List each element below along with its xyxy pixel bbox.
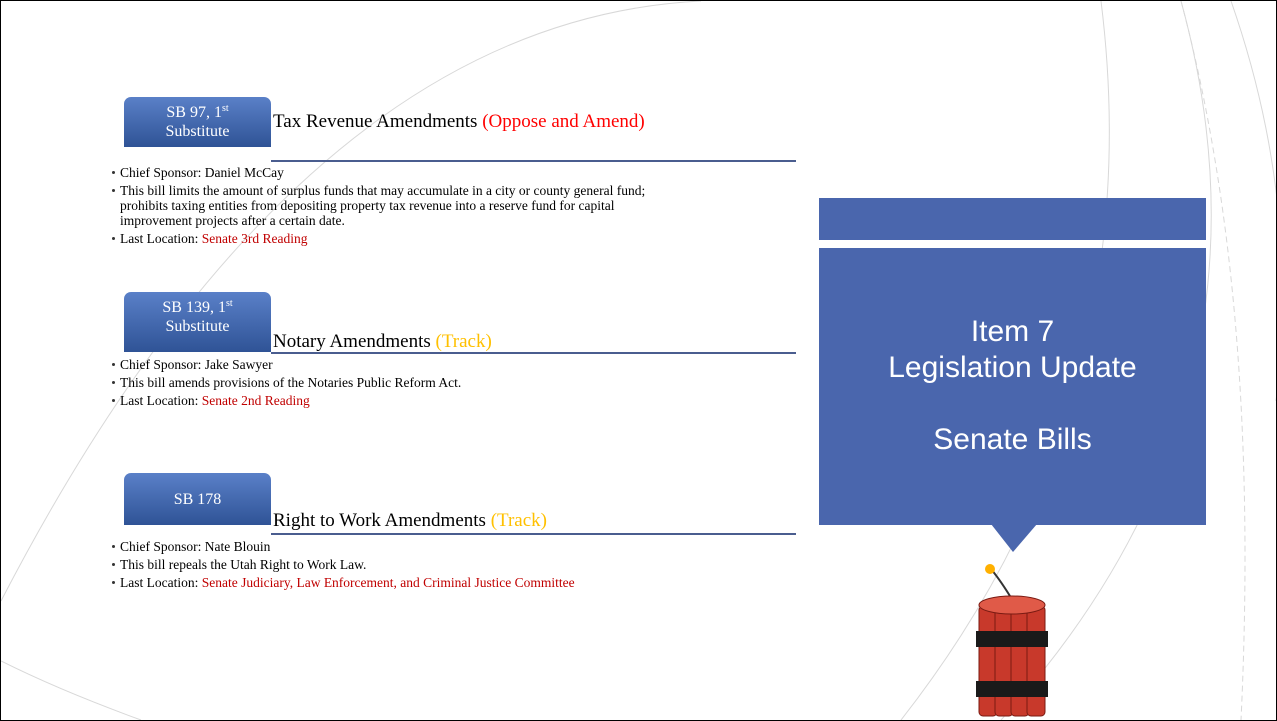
callout-box: Item 7 Legislation Update Senate Bills xyxy=(819,248,1206,525)
location-label: Last Location: xyxy=(120,575,199,590)
location: Senate 3rd Reading xyxy=(201,231,308,246)
title-rule xyxy=(271,533,796,535)
callout-line: Senate Bills xyxy=(933,423,1092,456)
bill-title: Notary Amendments (Track) xyxy=(273,331,773,352)
title-rule xyxy=(271,160,796,162)
sponsor: Jake Sawyer xyxy=(204,357,273,372)
location: Senate Judiciary, Law Enforcement, and C… xyxy=(201,575,575,590)
location-label: Last Location: xyxy=(120,231,199,246)
tab-line2: Substitute xyxy=(165,123,230,140)
location-item: Last Location: Senate Judiciary, Law Enf… xyxy=(112,575,792,590)
description-item: This bill limits the amount of surplus f… xyxy=(112,183,792,228)
callout-pointer xyxy=(991,524,1037,552)
bill-details: Chief Sponsor: Nate Blouin This bill repe… xyxy=(112,539,792,593)
bill-title: Right to Work Amendments (Track) xyxy=(273,510,773,531)
dynamite-icon xyxy=(976,564,1048,717)
sponsor-label: Chief Sponsor: xyxy=(120,357,202,372)
tab-number: SB 97, 1 xyxy=(166,104,222,121)
description: This bill amends provisions of the Notar… xyxy=(120,375,462,390)
callout-line: Item 7 xyxy=(970,315,1055,348)
location-label: Last Location: xyxy=(120,393,199,408)
sponsor-label: Chief Sponsor: xyxy=(120,539,202,554)
bill-tab: SB 178 xyxy=(124,473,271,525)
title-text: Right to Work Amendments xyxy=(273,510,486,531)
tab-sup: st xyxy=(225,298,233,309)
sponsor: Nate Blouin xyxy=(204,539,271,554)
tab-number: SB 139, 1 xyxy=(162,299,226,316)
location-item: Last Location: Senate 3rd Reading xyxy=(112,231,792,246)
description-item: This bill amends provisions of the Notar… xyxy=(112,375,792,390)
sponsor-item: Chief Sponsor: Nate Blouin xyxy=(112,539,792,554)
sponsor-label: Chief Sponsor: xyxy=(120,165,202,180)
bill-title: Tax Revenue Amendments (Oppose and Amend… xyxy=(273,111,773,132)
status: (Track) xyxy=(435,331,492,352)
bill-tab: SB 97, 1st Substitute xyxy=(124,97,271,147)
sponsor: Daniel McCay xyxy=(204,165,284,180)
status: (Track) xyxy=(490,510,547,531)
sponsor-item: Chief Sponsor: Jake Sawyer xyxy=(112,357,792,372)
tab-sup: st xyxy=(221,103,229,114)
bill-tab: SB 139, 1st Substitute xyxy=(124,292,271,352)
description-item: This bill repeals the Utah Right to Work… xyxy=(112,557,792,572)
callout-line: Legislation Update xyxy=(888,351,1137,384)
tab-number: SB 178 xyxy=(173,491,222,508)
status: (Oppose and Amend) xyxy=(482,111,645,132)
sponsor-item: Chief Sponsor: Daniel McCay xyxy=(112,165,792,180)
title-text: Notary Amendments xyxy=(273,331,431,352)
title-rule xyxy=(271,352,796,354)
location-item: Last Location: Senate 2nd Reading xyxy=(112,393,792,408)
tab-line2: Substitute xyxy=(165,318,230,335)
callout-band xyxy=(819,198,1206,240)
location: Senate 2nd Reading xyxy=(201,393,310,408)
description: This bill repeals the Utah Right to Work… xyxy=(120,557,367,572)
title-text: Tax Revenue Amendments xyxy=(273,111,478,132)
bill-details: Chief Sponsor: Jake Sawyer This bill amen… xyxy=(112,357,792,411)
description: This bill limits the amount of surplus f… xyxy=(120,183,646,228)
bill-details: Chief Sponsor: Daniel McCay This bill lim… xyxy=(112,165,792,249)
